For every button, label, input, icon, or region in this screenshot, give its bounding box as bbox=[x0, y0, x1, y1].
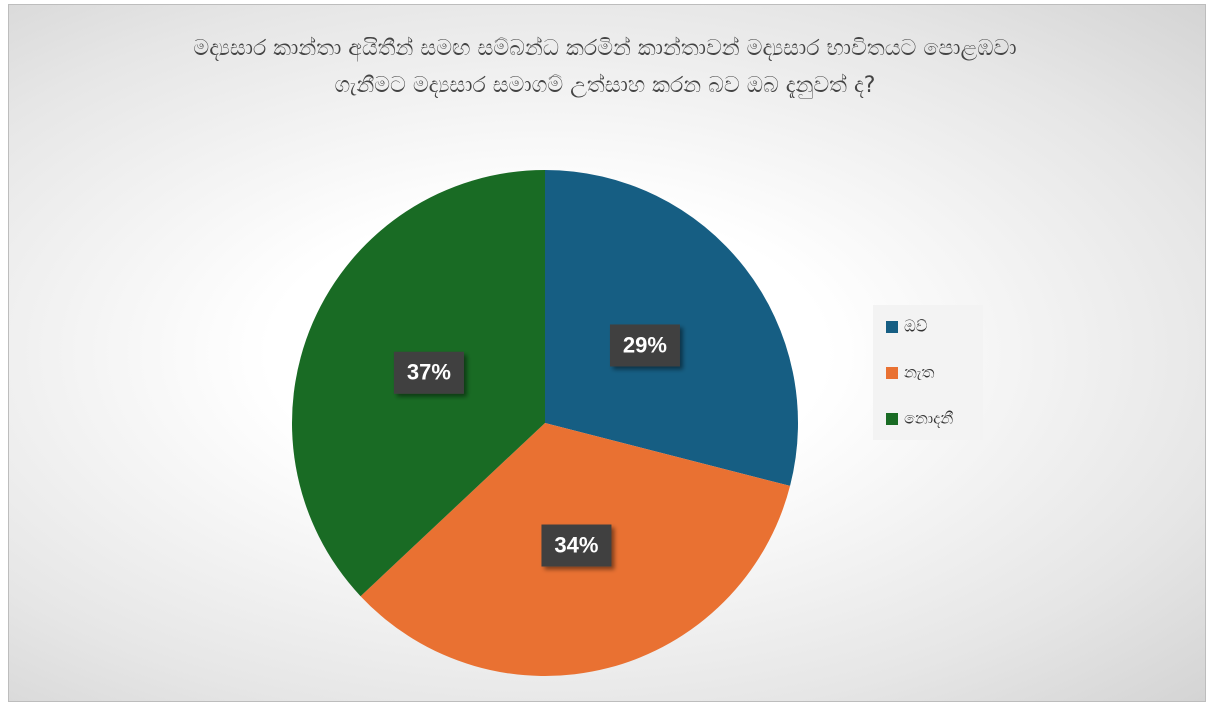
legend-label: ඔව් bbox=[904, 317, 927, 336]
legend-label: නොදනී bbox=[904, 409, 953, 428]
chart-title: මද්‍යසාර කාන්තා අයිතීන් සමඟ සම්බන්ධ කරමි… bbox=[193, 36, 1017, 98]
data-label-box bbox=[609, 324, 680, 367]
data-label: 34% bbox=[554, 532, 598, 557]
data-label: 29% bbox=[623, 332, 667, 357]
data-label: 37% bbox=[407, 360, 451, 385]
legend-swatch bbox=[886, 413, 898, 425]
data-label-box bbox=[541, 524, 612, 567]
legend-swatch bbox=[886, 367, 898, 379]
legend-swatch bbox=[886, 321, 898, 333]
data-label-box bbox=[393, 351, 464, 394]
legend-label: නැත bbox=[904, 363, 934, 382]
